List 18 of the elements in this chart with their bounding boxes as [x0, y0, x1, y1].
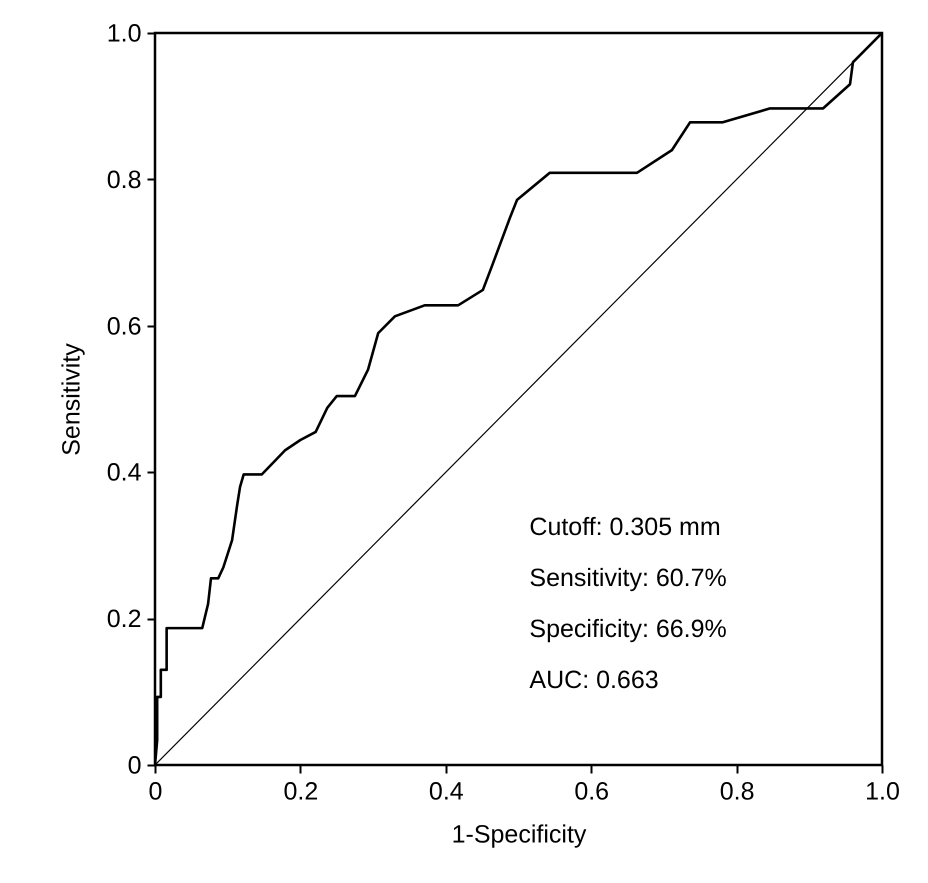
y-tick-label: 0.6	[106, 312, 142, 340]
y-tick-label: 0.8	[106, 166, 142, 194]
x-tick-label: 0.8	[720, 778, 754, 806]
annotation: Sensitivity: 60.7%	[529, 564, 727, 592]
x-tick-label: 0.2	[284, 778, 318, 806]
annotation: AUC: 0.663	[529, 666, 659, 694]
x-tick-label: 0.4	[428, 778, 464, 806]
y-tick-label: 0.4	[106, 458, 142, 487]
x-tick-label: 0	[148, 778, 162, 806]
x-tick-label: 1.0	[865, 778, 900, 806]
annotation: Cutoff: 0.305 mm	[529, 513, 721, 542]
y-axis-title: Sensitivity	[58, 342, 86, 456]
x-tick-label: 0.6	[574, 778, 610, 806]
x-axis-title: 1-Specificity	[452, 820, 587, 848]
y-tick-label: 0.2	[106, 605, 142, 634]
annotation: Specificity: 66.9%	[529, 615, 727, 644]
y-tick-label: 0	[128, 752, 142, 780]
y-tick-label: 1.0	[106, 20, 142, 48]
